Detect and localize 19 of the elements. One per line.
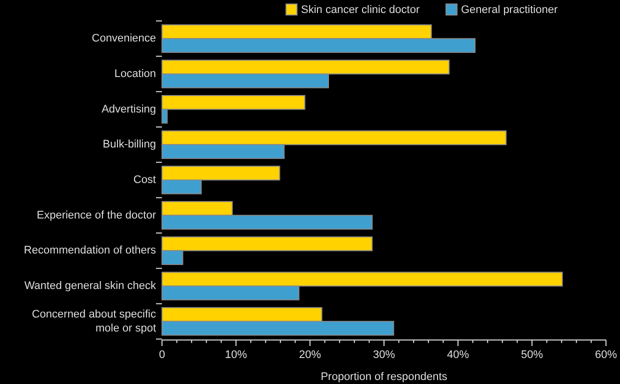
y-tick-label: Experience of the doctor: [36, 209, 156, 222]
x-tick-label: 40%: [446, 349, 470, 361]
x-tick-label: 0: [158, 349, 166, 361]
y-tick-label: Concerned about specific mole or spot: [32, 308, 156, 334]
y-tick-label: Wanted general skin check: [24, 280, 156, 292]
y-tick-label: Cost: [133, 174, 156, 186]
x-tick-label: 20%: [298, 349, 322, 361]
legend-label: Skin cancer clinic doctor: [301, 4, 420, 16]
y-tick-label: Advertising: [102, 103, 156, 116]
x-tick-label: 60%: [594, 349, 618, 361]
x-tick-label: 50%: [520, 349, 544, 361]
x-tick-label: 30%: [372, 349, 396, 361]
y-tick-label: Location: [114, 68, 156, 80]
x-axis-title: Proportion of respondents: [320, 371, 448, 383]
x-tick-label: 10%: [224, 349, 248, 361]
y-tick-label: Bulk-billing: [102, 138, 156, 151]
y-tick-label: Convenience: [92, 32, 156, 45]
legend-label: General practitioner: [461, 4, 558, 16]
y-tick-label: Recommendation of others: [24, 244, 156, 257]
